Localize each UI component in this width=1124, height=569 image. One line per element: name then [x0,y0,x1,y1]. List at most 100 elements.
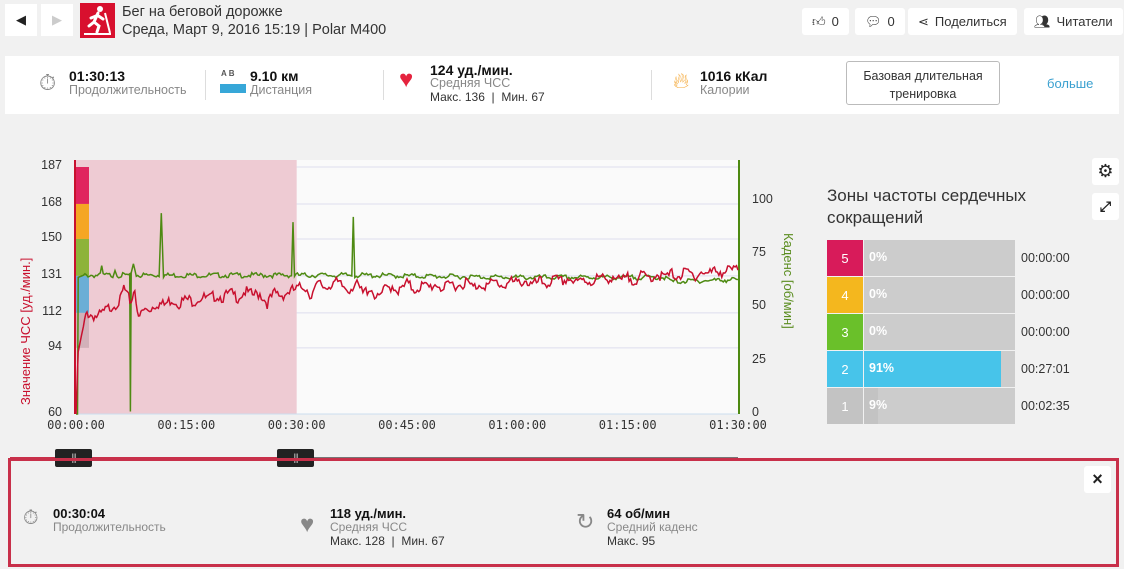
time-tick-label: 01:15:00 [598,418,657,432]
hr-line [75,264,739,415]
users-icon: 👥︎ [1034,13,1051,29]
sel-cadence-max: Макс. 95 [607,534,656,548]
thumbs-up-icon: 👍︎ [812,13,826,29]
hr-tick-label: 112 [42,303,62,318]
sel-hr-minmax: Макс. 128 | Мин. 67 [330,534,445,548]
comment-count: 0 [887,14,895,29]
zone-row-3: 3 0% [827,314,1015,350]
zone-number: 5 [827,240,863,276]
share-icon: ⋖ [918,13,929,29]
stopwatch-icon: ⏱︎ [39,70,57,95]
cadence-tick-label: 75 [752,244,766,259]
share-button[interactable]: ⋖ Поделиться [908,8,1017,35]
summary-panel: ⏱︎ 01:30:13 Продолжительность A B 9.10 к… [5,56,1119,114]
comment-icon: 💬︎ [865,13,882,29]
followers-label: Читатели [1056,14,1113,29]
treadmill-sport-icon [80,3,115,38]
zone-percent: 0% [869,324,888,338]
arrow-right-icon: ▶ [52,12,62,27]
back-button[interactable]: ◀ [5,4,37,36]
time-tick-label: 01:00:00 [488,418,547,432]
hr-tick-label: 60 [48,405,62,419]
hr-tick-label: 187 [41,158,62,172]
zone-row-5: 5 0% [827,240,1015,276]
gear-icon: ⚙ [1097,161,1114,181]
zone-fill [864,388,878,424]
forward-button[interactable]: ▶ [41,4,73,36]
selection-highlight [76,160,297,414]
sel-hr-label: Средняя ЧСС [330,520,408,534]
calories-value: 1016 кКал [700,68,768,84]
zone-number: 1 [827,388,863,424]
share-label: Поделиться [934,14,1007,29]
zone-time: 00:27:01 [1021,362,1070,376]
time-tick-label: 00:30:00 [267,418,326,432]
zone-bar: 0% [864,314,1015,350]
more-link[interactable]: больше [1047,76,1094,91]
hr-zone-band [76,167,89,204]
selection-summary-panel: × ⏱︎ 00:30:04 Продолжительность ♥ 118 уд… [8,458,1119,567]
zone-time: 00:00:00 [1021,288,1070,302]
sel-cadence-value: 64 об/мин [607,506,671,521]
followers-button[interactable]: 👥︎ Читатели [1024,8,1123,35]
heart-icon: ♥ [300,511,315,538]
zone-bar: 9% [864,388,1015,424]
zone-row-2: 2 91% [827,351,1015,387]
zone-bar: 0% [864,277,1015,313]
cadence-tick-label: 25 [752,351,766,366]
arrow-left-icon: ◀ [16,12,26,27]
zone-number: 2 [827,351,863,387]
distance-ab-label: A B [221,69,235,78]
close-selection-button[interactable]: × [1084,466,1111,493]
hr-zone-band [76,275,89,313]
zone-fill [864,351,1002,387]
zone-percent: 91% [869,361,895,375]
zone-percent: 0% [869,287,888,301]
zone-time: 00:00:00 [1021,251,1070,265]
zone-row-4: 4 0% [827,277,1015,313]
hr-tick-label: 131 [41,266,62,281]
sel-hr-value: 118 уд./мин. [330,506,407,521]
time-tick-label: 00:00:00 [47,418,105,432]
zone-percent: 9% [869,398,888,412]
zone-time: 00:02:35 [1021,399,1070,413]
zone-time: 00:00:00 [1021,325,1070,339]
cadence-icon: ↻ [576,509,595,534]
activity-title: Бег на беговой дорожке [122,4,283,20]
cadence-tick-label: 0 [752,405,759,419]
zone-row-1: 1 9% [827,388,1015,424]
cadence-tick-label: 100 [752,191,773,206]
zone-bar: 91% [864,351,1015,387]
zones-title: Зоны частоты сердечных сокращений [827,186,1027,227]
distance-value: 9.10 км [250,68,299,84]
flame-icon: 🔥︎ [673,68,690,93]
stopwatch-icon: ⏱︎ [23,507,39,529]
like-count: 0 [831,14,839,29]
settings-button[interactable]: ⚙ [1092,158,1119,185]
time-tick-label: 01:30:00 [709,418,767,432]
training-type-button[interactable]: Базовая длительная тренировка [846,61,1000,105]
zone-number: 3 [827,314,863,350]
zone-percent: 0% [869,250,888,264]
like-button[interactable]: 👍︎ 0 [802,8,849,35]
sel-duration-value: 00:30:04 [53,506,106,521]
duration-value: 01:30:13 [69,68,126,84]
hr-tick-label: 94 [48,338,62,353]
hr-zone-band [76,203,89,239]
distance-label: Дистанция [250,83,313,97]
sel-cadence-label: Средний каденс [607,520,698,534]
heart-icon: ♥ [399,66,414,93]
zone-number: 4 [827,277,863,313]
zone-bar: 0% [864,240,1015,276]
fullscreen-button[interactable]: ⤢ [1092,193,1119,220]
comment-button[interactable]: 💬︎ 0 [855,8,905,35]
hr-zone-band [76,238,89,276]
sel-duration-label: Продолжительность [53,520,166,534]
hr-tick-label: 168 [41,194,62,209]
avg-hr-label: Средняя ЧСС [430,76,511,90]
cadence-tick-label: 50 [752,298,766,313]
duration-label: Продолжительность [69,83,187,97]
hr-tick-label: 150 [41,229,62,244]
calories-label: Калории [700,83,750,97]
